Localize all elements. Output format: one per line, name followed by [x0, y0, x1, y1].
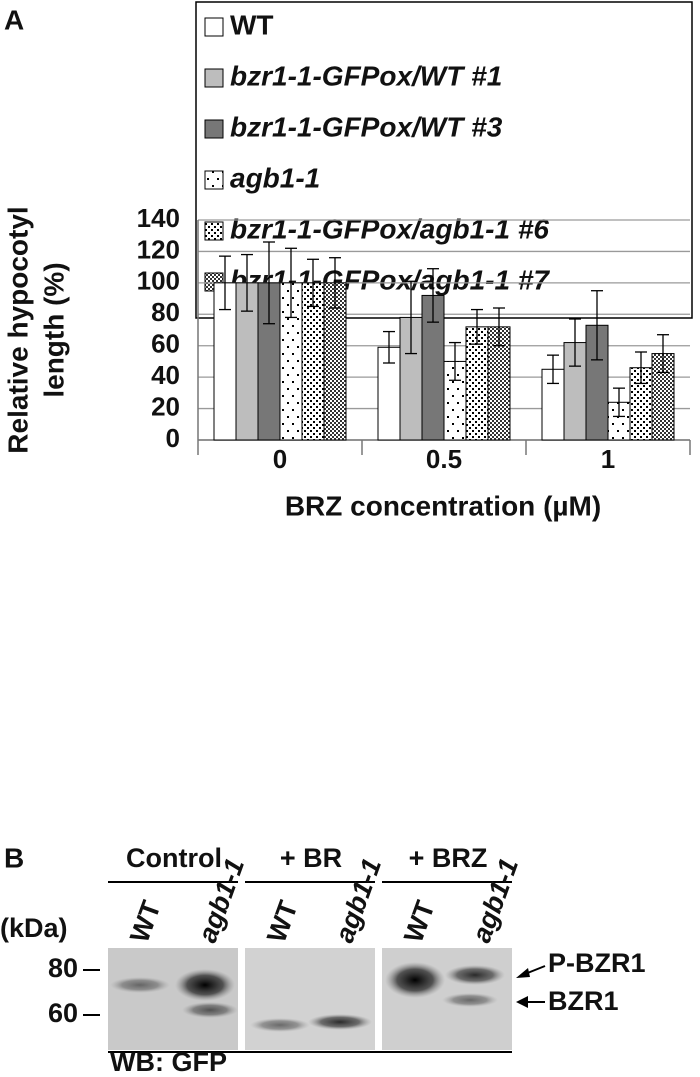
y-tick-label: 20: [151, 391, 180, 421]
marker-label: 60: [48, 998, 78, 1028]
legend: WT bzr1-1-GFPox/WT #1 bzr1-1-GFPox/WT #3 ag…: [204, 9, 550, 295]
y-axis-title: Relative hypocotyl: [2, 206, 33, 453]
group-label: + BRZ: [409, 843, 488, 873]
legend-swatch: [204, 68, 224, 88]
y-tick-label: 60: [151, 329, 180, 359]
error-bar: [383, 330, 395, 364]
band: [442, 993, 498, 1007]
error-bar: [427, 268, 439, 323]
band: [308, 1014, 372, 1030]
x-tick-label: 1: [601, 444, 615, 474]
error-bar: [285, 247, 297, 319]
error-bar: [241, 253, 253, 312]
y-tick-label: 40: [151, 360, 180, 390]
group-label: Control: [126, 843, 222, 873]
x-tick-label: 0.5: [426, 444, 462, 474]
y-tick-label: 0: [166, 423, 180, 453]
legend-label: bzr1-1-GFPox/agb1-1 #6: [230, 213, 549, 244]
y-axis-title: length (%): [38, 262, 69, 397]
band: [445, 965, 505, 985]
legend-swatch: [204, 17, 224, 37]
legend-box: [195, 1, 693, 319]
error-bar: [547, 354, 559, 385]
band: [110, 977, 170, 993]
legend-swatch: [204, 119, 224, 139]
y-tick-label: 140: [137, 203, 180, 233]
blot-image: [245, 948, 375, 1050]
error-bar: [635, 351, 647, 385]
y-tick-label: 80: [151, 297, 180, 327]
kda-label: (kDa): [0, 913, 68, 943]
panel-label: B: [4, 842, 24, 873]
error-bar: [449, 341, 461, 381]
blot-images: [83, 948, 546, 1053]
lane-label: WT: [124, 896, 167, 946]
error-bar: [307, 258, 319, 308]
lane-label: WT: [261, 896, 304, 946]
error-bar: [493, 307, 505, 347]
legend-label: agb1-1: [230, 162, 320, 193]
error-bar: [591, 290, 603, 361]
legend-label: WT: [230, 9, 274, 40]
band: [182, 1002, 238, 1018]
panel-label: A: [4, 4, 24, 35]
y-tick-label: 120: [137, 234, 180, 264]
error-bar: [613, 387, 625, 418]
antibody-label: WB: GFP: [110, 1047, 227, 1077]
arrow-head: [516, 968, 530, 978]
error-bar: [263, 241, 275, 325]
x-axis-title: BRZ concentration (µM): [285, 490, 601, 521]
band: [250, 1018, 310, 1032]
error-bar: [329, 257, 341, 309]
lane-label: WT: [398, 896, 441, 946]
error-bar: [405, 280, 417, 355]
legend-swatch: [204, 221, 224, 241]
error-bar: [657, 334, 669, 374]
error-bar: [471, 308, 483, 345]
group-label: + BR: [280, 843, 342, 873]
arrow-head: [516, 996, 528, 1008]
error-bar: [569, 318, 581, 367]
band-label: BZR1: [548, 986, 619, 1016]
band: [385, 962, 445, 998]
legend-swatch: [204, 170, 224, 190]
legend-label: bzr1-1-GFPox/WT #1: [230, 60, 502, 91]
y-tick-label: 100: [137, 266, 180, 296]
band: [175, 969, 235, 1001]
error-bar: [219, 255, 231, 311]
band-label: P-BZR1: [548, 948, 646, 978]
x-tick-label: 0: [273, 444, 287, 474]
marker-label: 80: [48, 953, 78, 983]
legend-label: bzr1-1-GFPox/WT #3: [230, 111, 503, 142]
